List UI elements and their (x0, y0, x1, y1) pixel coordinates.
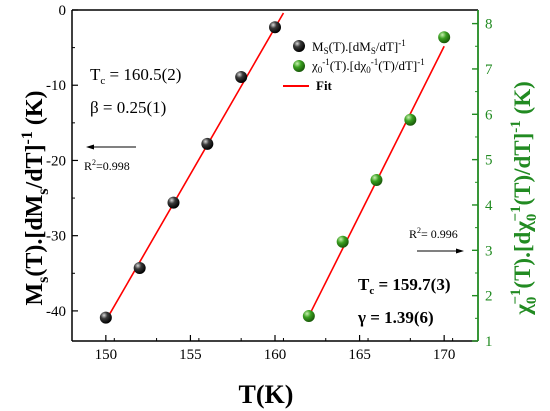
right-y-tick-label: 1 (485, 334, 493, 350)
left-r2-annotation: R2=0.998 (84, 158, 130, 173)
legend-entry-chi: χ0-1(T).[dχ0-1(T)/dT]-1 (293, 57, 425, 75)
left-y-tick-label: -30 (46, 229, 66, 245)
beta-annotation: β = 0.25(1) (90, 98, 166, 117)
right-tc-annotation: Tc = 159.7(3) (358, 275, 451, 297)
right-y-tick-label: 4 (485, 198, 493, 214)
left-y-axis-ticks: 0 -10 -20 -30 -40 (46, 3, 78, 320)
chi-data-point (302, 310, 315, 323)
right-y-tick-label: 2 (485, 289, 493, 305)
chi-data-point (336, 235, 349, 248)
right-y-tick-label: 7 (485, 62, 493, 78)
right-arrow-head (456, 248, 464, 254)
left-arrow-head (86, 144, 94, 150)
legend-label-ms: MS(T).[dMS/dT]-1 (312, 38, 406, 56)
x-tick-label: 160 (264, 347, 287, 363)
left-y-axis-title: Ms(T).[dMs/dT]-1 (K) (19, 90, 52, 305)
chi-data-point (404, 113, 417, 126)
legend-entry-fit: Fit (283, 78, 333, 93)
legend: MS(T).[dMS/dT]-1 χ0-1(T).[dχ0-1(T)/dT]-1… (283, 38, 425, 93)
chi-data-point (438, 31, 451, 44)
right-y-axis-ticks: 1 2 3 4 5 6 7 8 (472, 17, 493, 350)
right-y-tick-label: 8 (485, 17, 493, 33)
chi-data-point (370, 174, 383, 187)
legend-label-chi: χ0-1(T).[dχ0-1(T)/dT]-1 (311, 57, 425, 75)
left-y-tick-label: -20 (46, 153, 66, 169)
ms-data-point (99, 311, 112, 324)
ms-data-point (201, 137, 214, 150)
legend-marker-chi (293, 60, 305, 72)
gamma-annotation: γ = 1.39(6) (357, 308, 434, 327)
right-r2-annotation: R2= 0.996 (409, 226, 458, 241)
x-tick-label: 165 (348, 347, 371, 363)
right-y-tick-label: 5 (485, 153, 493, 169)
x-axis-ticks: 150 155 160 165 170 (71, 335, 456, 363)
legend-label-fit: Fit (316, 78, 333, 93)
legend-entry-ms: MS(T).[dMS/dT]-1 (293, 38, 406, 56)
left-y-tick-label: -10 (46, 78, 66, 94)
x-tick-label: 150 (95, 347, 118, 363)
ms-data-point (133, 262, 146, 275)
left-y-tick-label: 0 (59, 3, 67, 19)
right-y-tick-label: 3 (485, 243, 493, 259)
data-points (99, 21, 451, 324)
right-y-axis-title: χ0−1(T).[dχ0−1(T)/dT]-1 (K) (508, 81, 540, 316)
ms-data-point (167, 196, 180, 209)
left-y-tick-label: -40 (46, 304, 66, 320)
legend-marker-ms (293, 40, 305, 52)
right-y-tick-label: 6 (485, 107, 493, 123)
left-tc-annotation: Tc = 160.5(2) (90, 65, 181, 87)
x-tick-label: 155 (179, 347, 202, 363)
ms-data-point (235, 70, 248, 83)
x-tick-label: 170 (433, 347, 456, 363)
fit-line-ms (105, 12, 285, 322)
ms-data-point (269, 21, 281, 34)
x-axis-title: T(K) (239, 380, 294, 409)
